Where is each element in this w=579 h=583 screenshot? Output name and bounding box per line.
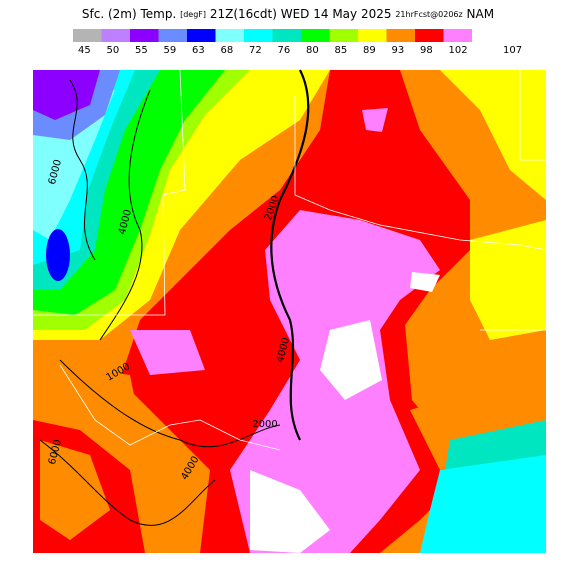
legend-label: 85	[335, 45, 348, 56]
title-part: Sfc. (2m) Temp.	[82, 7, 176, 21]
legend-label: 63	[192, 45, 205, 56]
legend-swatch	[358, 29, 387, 42]
field-area	[46, 229, 70, 281]
legend-swatch	[443, 29, 472, 42]
contour-line	[69, 79, 96, 261]
legend-swatch	[158, 29, 187, 42]
legend-label: 80	[306, 45, 319, 56]
field-area	[33, 70, 100, 120]
field-area	[250, 470, 330, 553]
contour-line	[270, 69, 310, 441]
legend-swatch	[130, 29, 159, 42]
legend-label: 102	[449, 45, 468, 56]
legend-swatch	[73, 29, 102, 42]
legend-label: 98	[420, 45, 433, 56]
legend-swatch	[301, 29, 330, 42]
state-border	[59, 364, 281, 451]
field-area	[410, 272, 440, 292]
legend-swatch	[415, 29, 444, 42]
title-part: WED 14 May 2025	[281, 7, 392, 21]
legend-label: 93	[392, 45, 405, 56]
legend-label: 72	[249, 45, 262, 56]
title-part: NAM	[467, 7, 495, 21]
contour-line	[59, 359, 281, 448]
legend-swatch	[329, 29, 358, 42]
legend-swatch	[386, 29, 415, 42]
contour-line	[99, 89, 151, 341]
title-part: 21Z(16cdt)	[210, 7, 277, 21]
legend-label: 50	[107, 45, 120, 56]
legend-swatch	[244, 29, 273, 42]
title-part: 21hrFcst@0206z	[395, 10, 462, 19]
temperature-field	[33, 69, 547, 553]
color-legend: 45 50 55 59 63 68 72 76 80 85 89 93 98 102 107	[73, 29, 522, 56]
field-area	[40, 440, 110, 540]
state-border	[33, 69, 186, 316]
legend-label: 59	[164, 45, 177, 56]
contour-line	[39, 439, 216, 526]
field-area	[95, 370, 135, 405]
title-part: [degF]	[180, 10, 206, 19]
legend-label: 68	[221, 45, 234, 56]
legend-label: 45	[78, 45, 91, 56]
legend-swatch	[215, 29, 244, 42]
contour-label: 2000	[252, 419, 277, 430]
state-border	[294, 95, 547, 251]
map-title: Sfc. (2m) Temp. [degF] 21Z(16cdt) WED 14…	[82, 7, 494, 21]
legend-swatch	[101, 29, 130, 42]
legend-swatch	[272, 29, 301, 42]
state-border	[480, 70, 546, 331]
field-area	[440, 70, 546, 200]
legend-swatch	[187, 29, 216, 42]
field-area	[470, 220, 546, 340]
field-area	[320, 320, 382, 400]
legend-label: 76	[278, 45, 291, 56]
field-area	[445, 420, 546, 470]
legend-label: 55	[135, 45, 148, 56]
legend-label: 89	[363, 45, 376, 56]
legend-label: 107	[503, 45, 522, 56]
field-area	[362, 108, 388, 132]
field-area	[130, 330, 205, 375]
field-area	[420, 455, 546, 553]
